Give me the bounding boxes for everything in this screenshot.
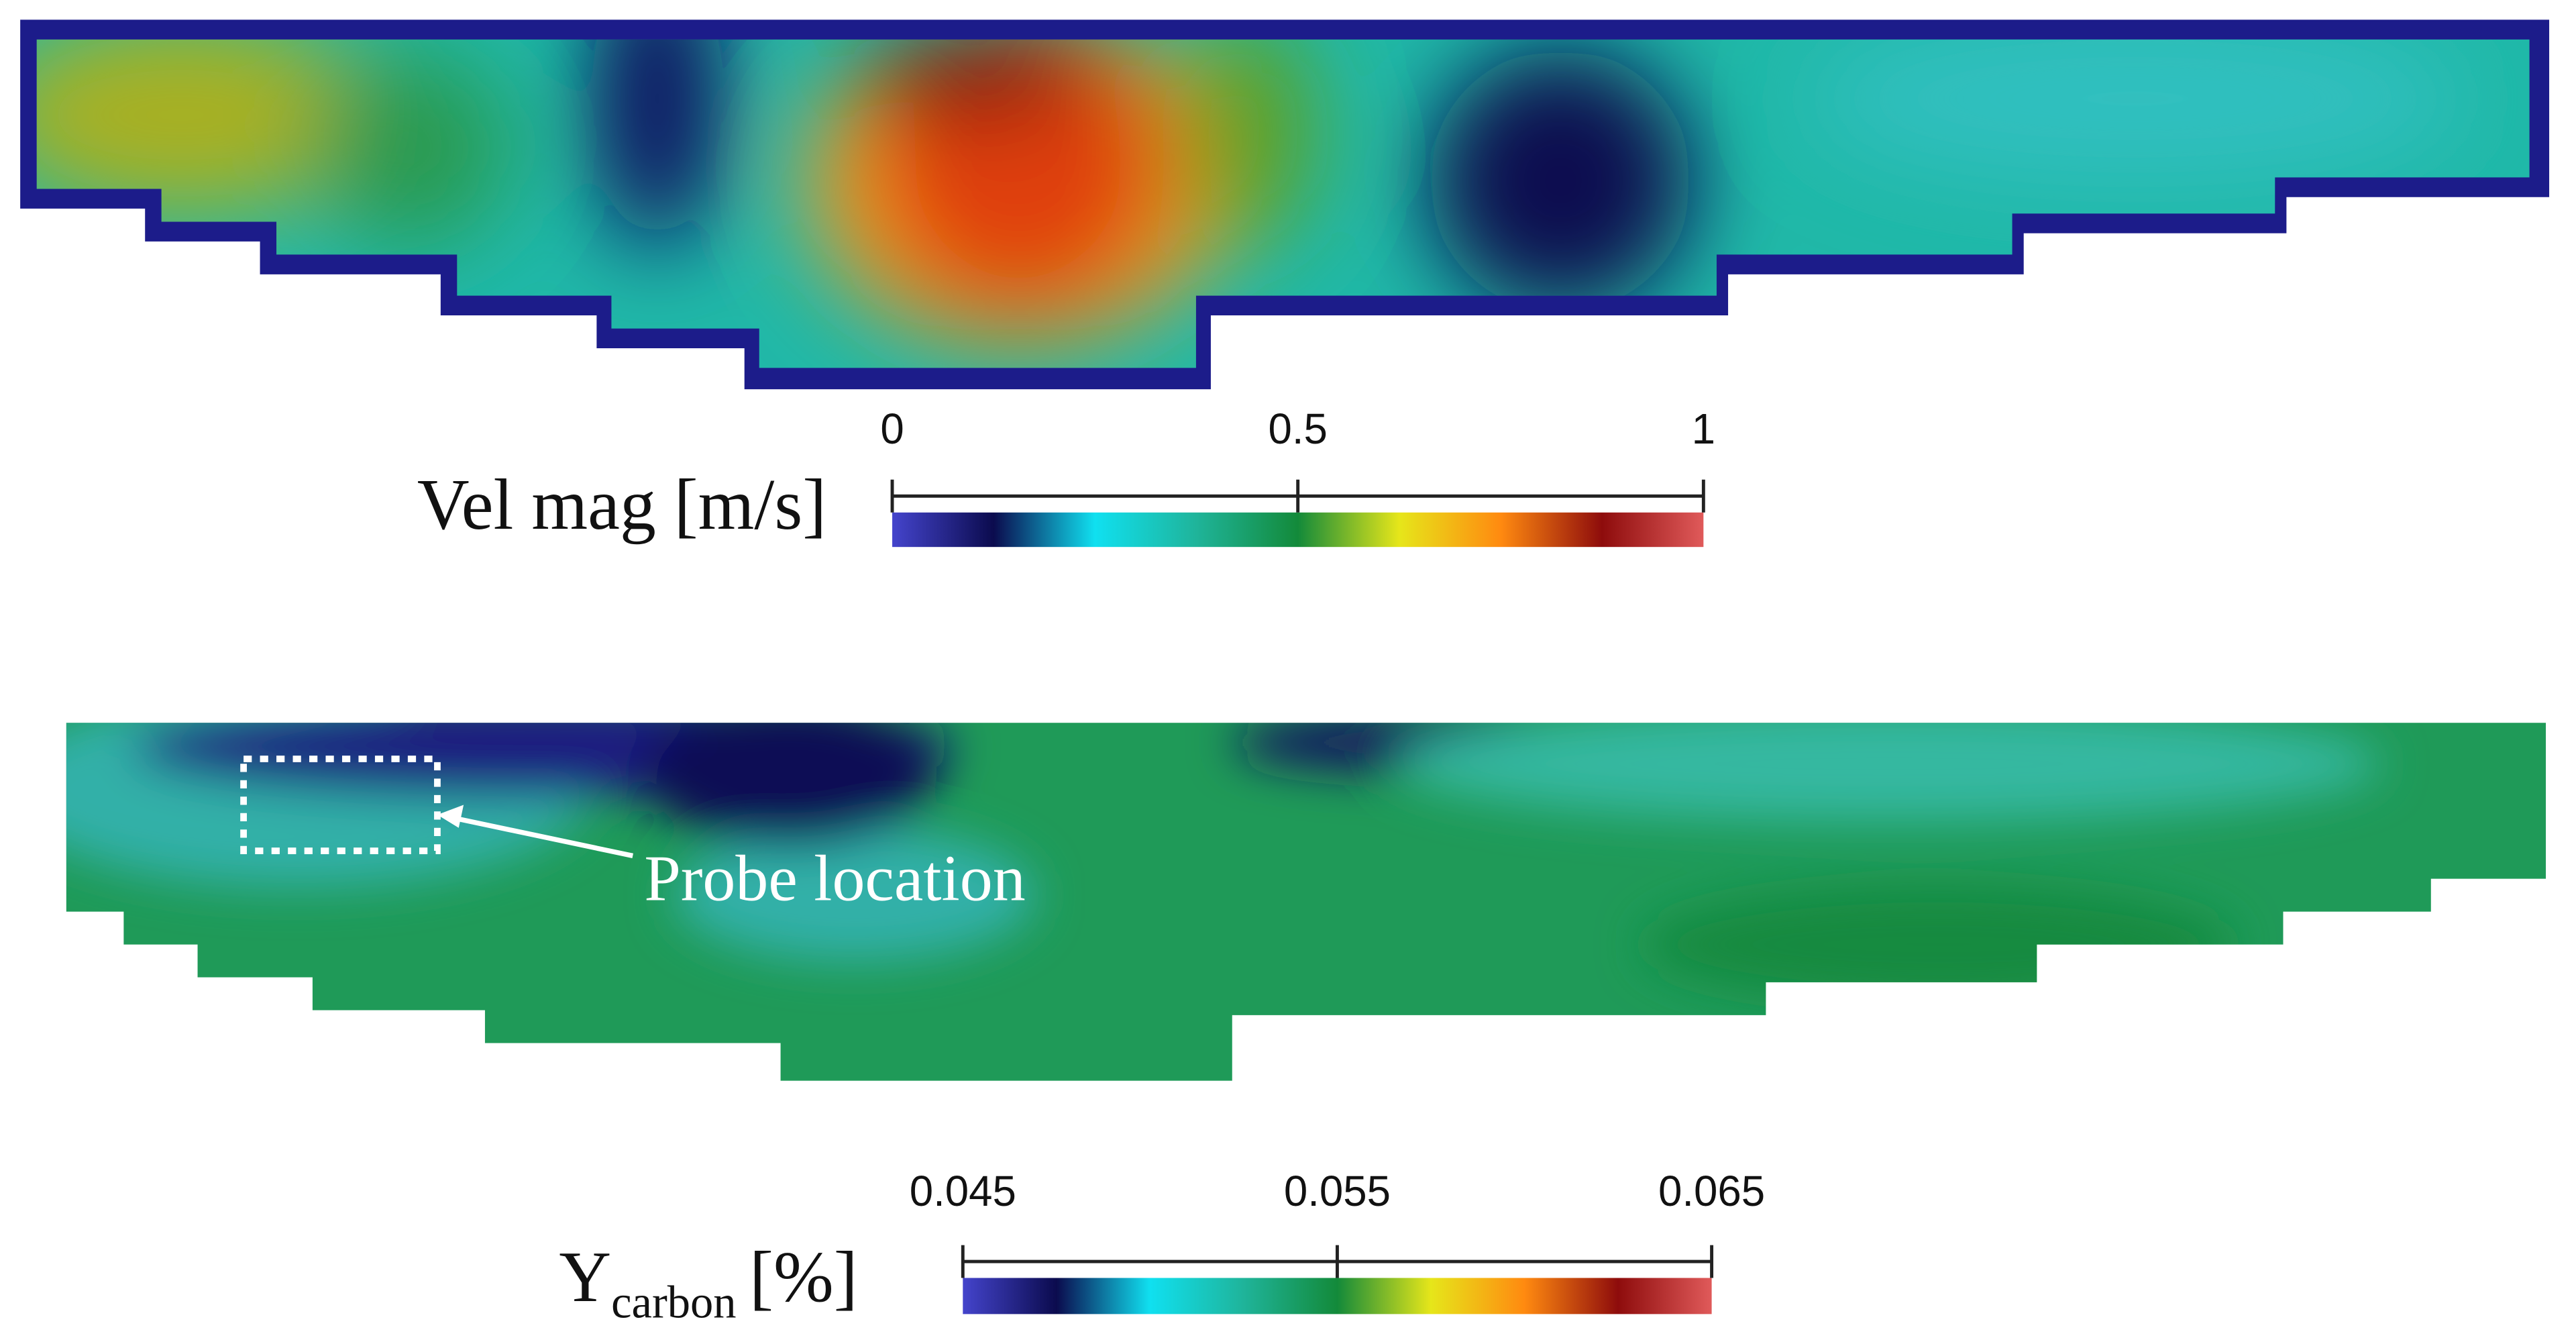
velocity-field — [20, 19, 2550, 390]
colorbar — [892, 512, 1704, 548]
colorbar-tick-label: 1 — [1692, 405, 1715, 453]
label-subscript: carbon — [611, 1276, 736, 1327]
label-unit: [%] — [749, 1237, 857, 1317]
colorbar-tick-label: 0.055 — [1284, 1168, 1391, 1215]
annotation: Probe location — [644, 842, 1025, 915]
colorbar-tick-label: 0.5 — [1268, 405, 1327, 453]
colorbar-label: Ycarbon [%] — [559, 1237, 857, 1327]
carbon-field: Probe location — [66, 723, 2546, 1081]
colorbar-tick-label: 0.065 — [1658, 1168, 1765, 1215]
colorbar-tick-label: 0 — [880, 405, 904, 453]
probe-box — [240, 756, 441, 854]
probe-arrow — [453, 815, 634, 858]
probe-arrowhead — [437, 805, 464, 828]
label-symbol: Y — [559, 1237, 611, 1317]
colorbar-tick-label: 0.045 — [910, 1168, 1016, 1215]
colorbar — [963, 1278, 1712, 1314]
colorbar-label: Vel mag [m/s] — [417, 465, 826, 545]
